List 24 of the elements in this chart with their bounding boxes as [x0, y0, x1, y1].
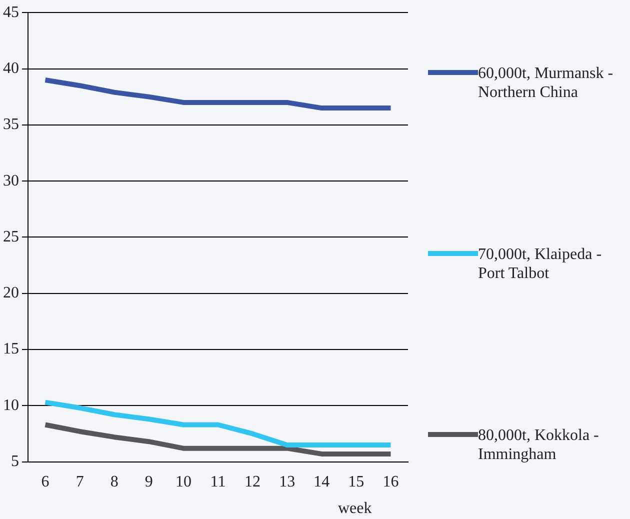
x-tick-label: 13 [279, 474, 296, 491]
x-axis-title: week [338, 500, 372, 518]
x-tick-label: 11 [210, 474, 226, 491]
x-tick-label: 15 [348, 474, 364, 491]
x-tick-label: 7 [76, 474, 84, 491]
y-tick-label: 40 [3, 60, 19, 77]
x-tick-label: 8 [110, 474, 118, 491]
y-tick-label: 25 [3, 228, 19, 246]
x-tick-label: 6 [41, 474, 50, 491]
legend-label: 70,000t, Klaipeda - Port Talbot [478, 245, 603, 283]
y-tick-label: 45 [3, 4, 19, 21]
x-tick-label: 9 [144, 474, 153, 491]
x-tick-label: 16 [382, 474, 399, 491]
x-tick-label: 12 [244, 474, 261, 491]
x-tick-label: 10 [175, 474, 192, 491]
y-tick-label: 5 [11, 453, 19, 470]
y-tick-label: 10 [3, 396, 19, 414]
y-tick-label: 15 [3, 340, 19, 358]
y-tick-label: 20 [3, 284, 19, 302]
legend-label: 60,000t, Murmansk - Northern China [478, 64, 614, 102]
y-tick-label: 30 [3, 172, 19, 190]
legend-label: 80,000t, Kokkola - Immingham [478, 426, 600, 464]
y-tick-label: 35 [3, 116, 19, 134]
x-tick-label: 14 [314, 474, 330, 491]
